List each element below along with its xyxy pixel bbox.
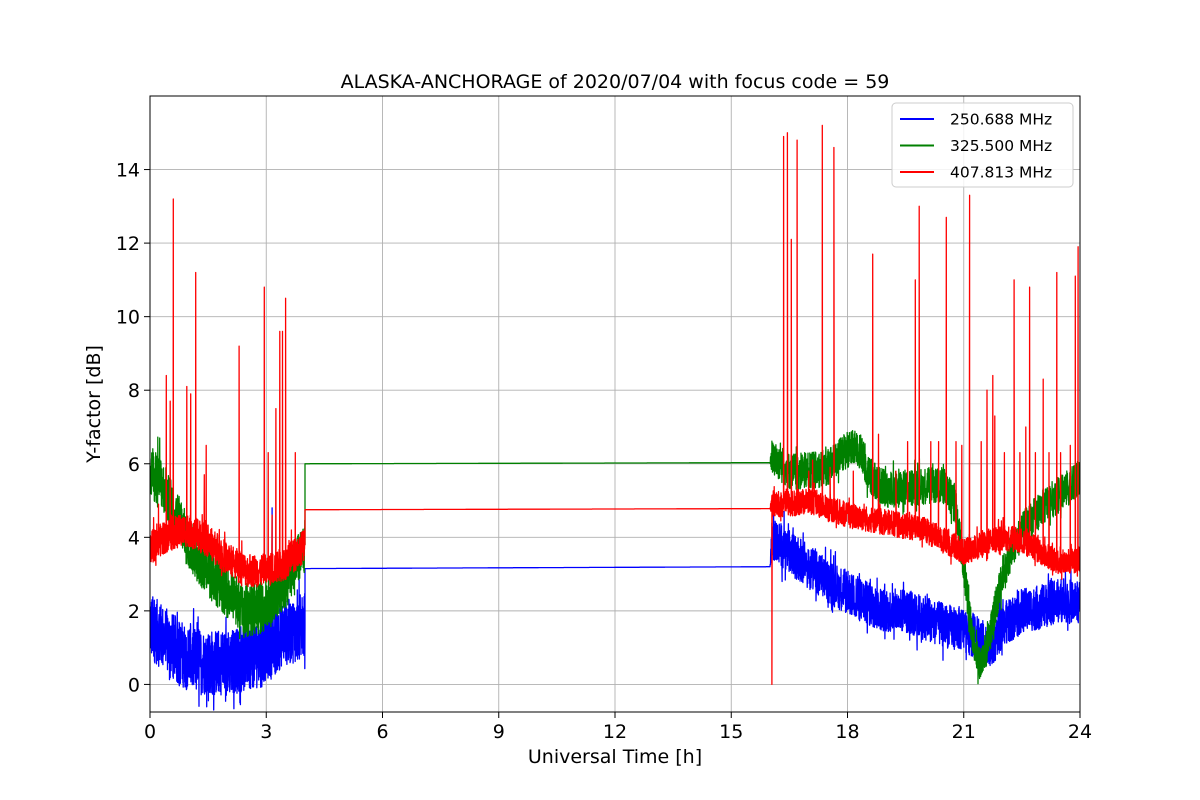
series-1: [150, 506, 1080, 711]
series-line: [150, 506, 1080, 711]
y-axis: 0 2 4 6 8 10 12 14: [116, 160, 150, 696]
series-3: [150, 124, 1080, 686]
y-tick-label: 2: [128, 601, 140, 623]
legend-box: [891, 102, 1074, 188]
legend-label: 325.500 MHz: [950, 137, 1052, 155]
y-tick-label: 0: [128, 674, 140, 696]
legend-label: 250.688 MHz: [950, 111, 1052, 129]
x-tick-label: 18: [835, 721, 859, 743]
x-tick-label: 6: [376, 721, 388, 743]
y-tick-label: 4: [128, 527, 140, 549]
x-tick-label: 21: [952, 721, 976, 743]
y-tick-label: 12: [116, 233, 140, 255]
y-tick-label: 6: [128, 454, 140, 476]
x-axis: 0 3 6 9 12 15 18 21 24: [144, 712, 1092, 743]
y-tick-label: 8: [128, 380, 140, 402]
y-axis-title: Y-factor [dB]: [83, 345, 105, 464]
x-axis-title: Universal Time [h]: [528, 746, 702, 768]
x-tick-label: 12: [603, 721, 627, 743]
legend-label: 407.813 MHz: [950, 164, 1052, 182]
x-tick-label: 9: [493, 721, 505, 743]
y-tick-label: 14: [116, 160, 140, 182]
y-tick-label: 10: [116, 307, 140, 329]
series-layer: [150, 124, 1080, 711]
x-tick-label: 24: [1068, 721, 1092, 743]
legend: 250.688 MHz 325.500 MHz 407.813 MHz: [891, 102, 1074, 188]
series-line: [150, 124, 1080, 686]
x-tick-label: 3: [260, 721, 272, 743]
x-tick-label: 0: [144, 721, 156, 743]
chart-title: ALASKA-ANCHORAGE of 2020/07/04 with focu…: [341, 71, 890, 93]
x-tick-label: 15: [719, 721, 743, 743]
